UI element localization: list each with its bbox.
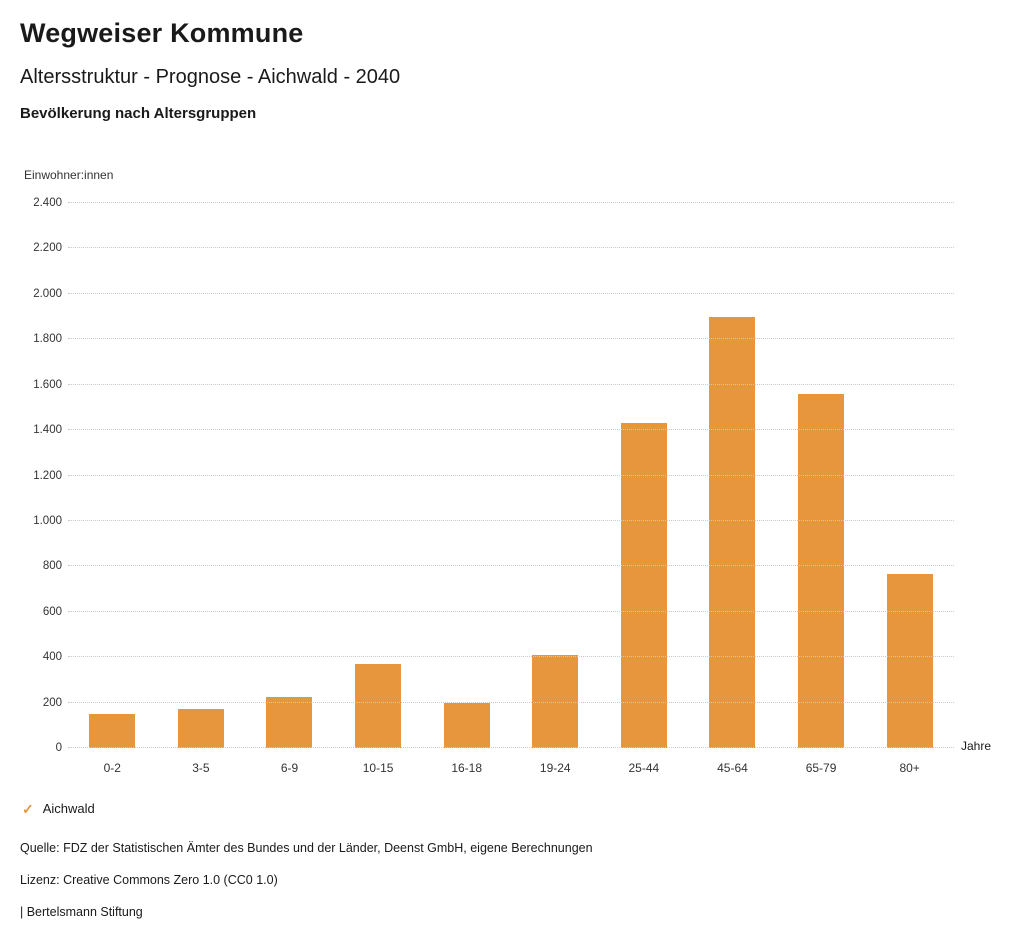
y-tick-label: 2.000 [33,287,62,300]
page-subtitle: Altersstruktur - Prognose - Aichwald - 2… [20,66,401,88]
gridline [68,474,954,476]
bar-slot [245,203,334,748]
x-tick-label: 65-79 [805,761,837,775]
legend-check-icon: ✓ [22,800,34,817]
bar-16-18[interactable] [443,702,490,748]
y-tick-label: 400 [42,651,62,664]
x-axis-labels: 0-2 3-5 6-9 10-15 16-18 19-24 25-44 45-64 65-79 8… [68,748,954,775]
y-tick-label: 1.400 [33,424,62,437]
x-tick-label: 25-44 [628,761,660,775]
gridline [68,747,954,748]
plot-area [68,202,954,748]
gridline [68,338,954,340]
gridline [68,429,954,431]
bar-45-64[interactable] [709,316,756,748]
bar-slot [68,203,157,748]
bar-0-2[interactable] [89,713,136,748]
chart-title: Bevölkerung nach Altersgruppen [20,105,257,122]
legend-label[interactable]: Aichwald [42,801,95,816]
y-tick-label: 200 [42,696,62,709]
y-tick-label: 2.200 [33,242,62,255]
bar-10-15[interactable] [355,663,402,748]
x-axis-title-gutter: Jahre [954,203,1004,753]
bar-slot [422,203,511,748]
x-tick-label: 45-64 [717,761,748,775]
gridline [68,656,954,658]
gridline [68,202,954,203]
legend: ✓ Aichwald [22,801,1004,816]
gridline [68,383,954,385]
bar-slot [865,203,954,748]
x-tick-label: 6-9 [280,761,299,775]
gridline [68,519,954,521]
chart-grid: 0 200 400 600 800 1.000 1.200 1.400 1.600 1.800 2.… [20,197,1004,775]
bar-6-9[interactable] [266,696,313,748]
bar-slot [688,203,777,748]
bar-3-5[interactable] [177,709,224,748]
x-axis-title: Jahre [961,739,992,753]
footer-source: Quelle: FDZ der Statistischen Ämter des … [20,841,593,855]
bar-slot [334,203,423,748]
x-tick-label: 16-18 [451,761,483,775]
y-tick-label: 0 [55,742,62,754]
footer: Quelle: FDZ der Statistischen Ämter des … [20,841,1004,919]
bars-container [68,203,954,748]
page: Wegweiser Kommune Altersstruktur - Progn… [20,18,1004,919]
gridline [68,292,954,294]
page-title: Wegweiser Kommune [20,18,304,48]
y-tick-label: 1.000 [33,514,62,527]
y-tick-label: 600 [42,605,62,618]
bar-slot [600,203,689,748]
bar-19-24[interactable] [532,654,579,748]
bar-25-44[interactable] [620,423,667,748]
footer-attribution: | Bertelsmann Stiftung [20,905,143,919]
y-tick-label: 800 [42,560,62,573]
y-axis-title: Einwohner:innen [24,168,114,182]
bar-slot [157,203,246,748]
x-tick-label: 80+ [899,761,920,775]
x-tick-label: 10-15 [362,761,394,775]
y-tick-label: 2.400 [33,197,62,209]
y-tick-label: 1.600 [33,378,62,391]
bar-slot [777,203,866,748]
footer-license: Lizenz: Creative Commons Zero 1.0 (CC0 1… [20,873,278,887]
x-tick-label: 19-24 [539,761,571,775]
y-tick-label: 1.200 [33,469,62,482]
y-tick-label: 1.800 [33,333,62,346]
chart: Einwohner:innen 0 200 400 600 800 1.000 1.200 1… [20,168,1004,775]
gridline [68,610,954,612]
x-tick-label: 0-2 [103,761,121,775]
y-axis-labels: 0 200 400 600 800 1.000 1.200 1.400 1.600 1.800 2.… [20,197,68,754]
bar-80+[interactable] [886,574,933,748]
bar-slot [511,203,600,748]
gridline [68,565,954,567]
gridline [68,701,954,703]
bar-65-79[interactable] [798,393,845,748]
gridline [68,247,954,249]
x-tick-label: 3-5 [192,761,210,775]
